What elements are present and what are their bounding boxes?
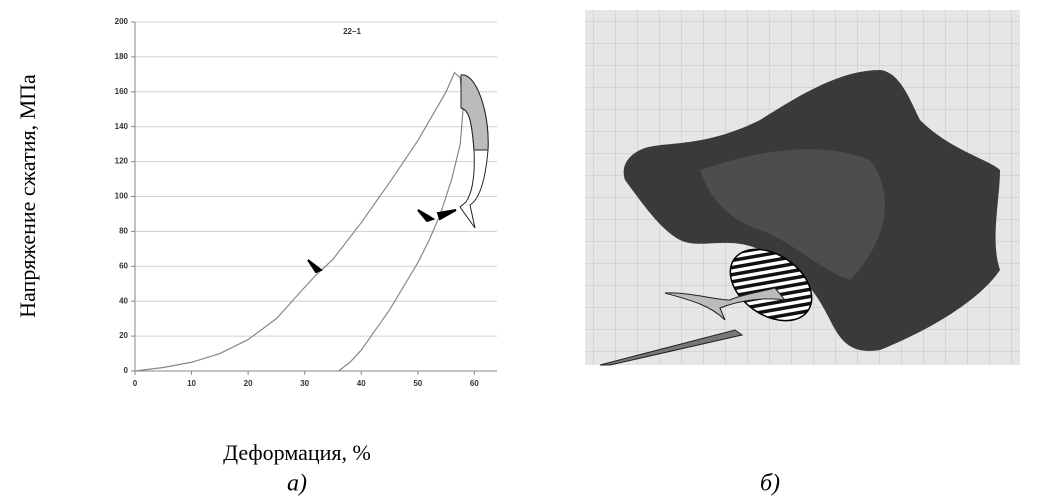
x-tick-label: 10 — [187, 379, 196, 388]
caption: б) — [760, 471, 780, 497]
annotations — [308, 75, 488, 272]
chart-title: 22–1 — [343, 27, 361, 36]
figure: Напряжение сжатия, МПа Деформация, % а) … — [0, 0, 1038, 500]
x-tick-label: 20 — [244, 379, 253, 388]
y-tick-label: 40 — [119, 296, 128, 305]
y-tick-label: 60 — [119, 261, 128, 270]
y-tick-label: 120 — [115, 157, 129, 166]
y-tick-label: 100 — [115, 192, 129, 201]
plot: 0 20 40 60 80 100 120 140 160 180 200 0 10 20 30 40 50 60 — [115, 17, 497, 388]
y-tick-label: 20 — [119, 331, 128, 340]
x-tick-label: 40 — [357, 379, 366, 388]
x-tick-label: 30 — [300, 379, 309, 388]
y-tick-label: 80 — [119, 227, 128, 236]
y-tick-label: 160 — [115, 87, 129, 96]
y-tick-label: 0 — [124, 366, 129, 375]
y-tick-label: 180 — [115, 52, 129, 61]
photo — [585, 10, 1020, 365]
data-line — [135, 73, 463, 371]
x-tick-label: 0 — [133, 379, 138, 388]
caption: а) — [287, 471, 307, 497]
y-tick-label: 140 — [115, 122, 129, 131]
y-axis-label: Напряжение сжатия, МПа — [15, 74, 40, 318]
x-tick-label: 50 — [413, 379, 422, 388]
x-tick-label: 60 — [470, 379, 479, 388]
x-axis-label: Деформация, % — [223, 440, 371, 465]
y-tick-label: 200 — [115, 17, 129, 26]
